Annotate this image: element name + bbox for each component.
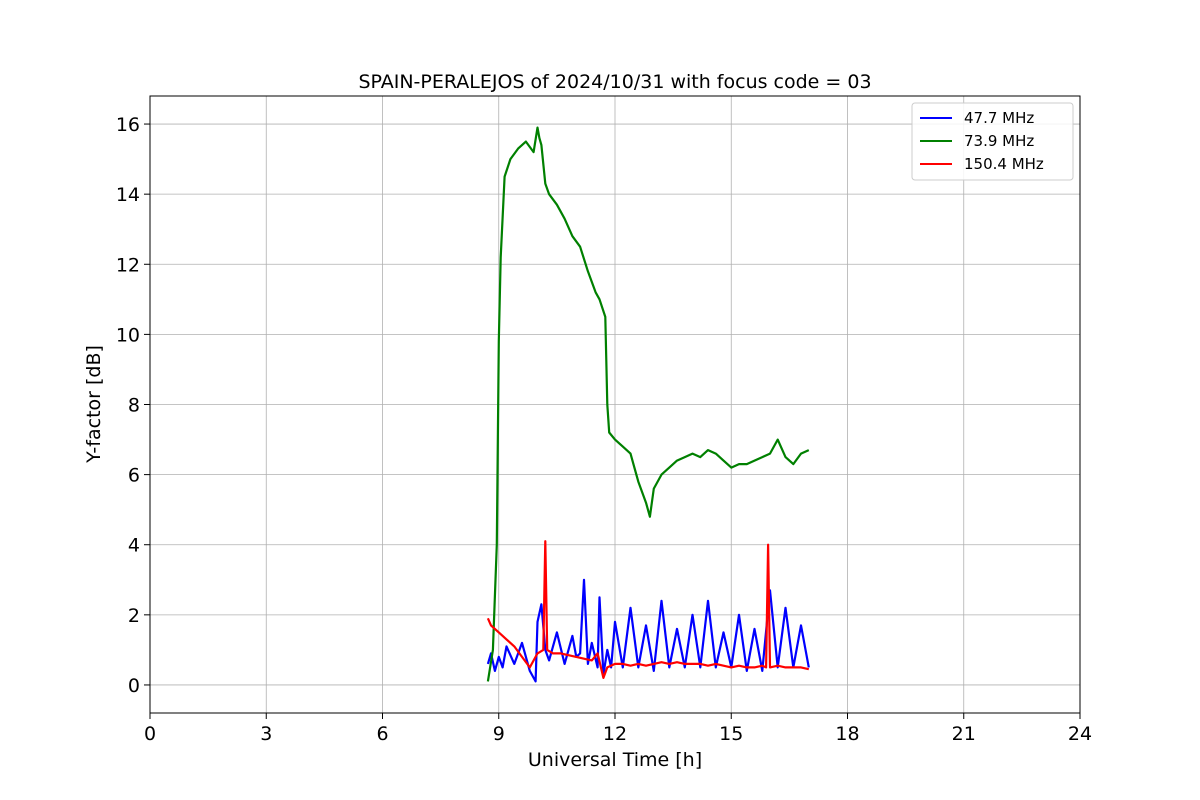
x-tick-label: 18	[835, 723, 859, 745]
x-tick-label: 15	[719, 723, 743, 745]
x-tick-label: 12	[603, 723, 627, 745]
y-tick-label: 4	[128, 535, 140, 557]
y-tick-label: 16	[116, 114, 140, 136]
x-axis-label: Universal Time [h]	[528, 749, 702, 771]
legend: 47.7 MHz 73.9 MHz 150.4 MHz	[911, 102, 1074, 181]
x-tick-label: 3	[260, 723, 272, 745]
x-tick-label: 6	[376, 723, 388, 745]
y-tick-label: 6	[128, 465, 140, 487]
chart-title: SPAIN-PERALEJOS of 2024/10/31 with focus…	[358, 71, 871, 93]
x-tick-label: 21	[952, 723, 976, 745]
legend-label-0: 47.7 MHz	[964, 109, 1034, 127]
grid	[149, 96, 1081, 713]
series-line-1	[486, 126, 810, 682]
series-line-0	[486, 578, 810, 683]
legend-label-2: 150.4 MHz	[964, 155, 1044, 173]
x-tick-label: 9	[493, 723, 505, 745]
x-tick-label: 0	[144, 723, 156, 745]
series-layer	[486, 126, 810, 683]
y-tick-label: 8	[128, 395, 140, 417]
y-axis-label: Y-factor [dB]	[83, 345, 105, 464]
legend-label-1: 73.9 MHz	[964, 132, 1034, 150]
y-tick-label: 12	[116, 254, 140, 276]
y-tick-label: 14	[116, 184, 140, 206]
y-tick-label: 10	[116, 324, 140, 346]
y-tick-label: 2	[128, 605, 140, 627]
series-line-2	[486, 540, 810, 680]
y-tick-label: 0	[128, 675, 140, 697]
legend-box	[911, 102, 1074, 181]
x-tick-label: 24	[1068, 723, 1092, 745]
